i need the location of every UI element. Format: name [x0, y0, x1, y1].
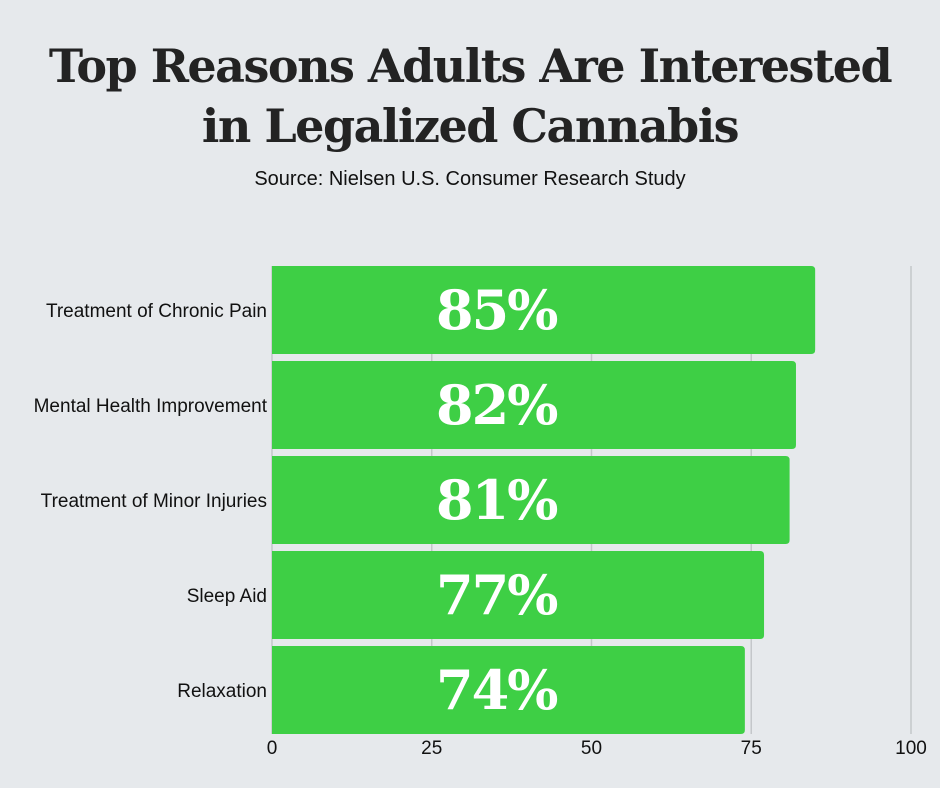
data-label-4: 77%: [436, 563, 557, 627]
data-label-1: 85%: [436, 278, 557, 342]
chart-title: Top Reasons Adults Are Interested in Leg…: [0, 36, 940, 156]
category-label-4: Sleep Aid: [187, 586, 267, 607]
x-tick-label-25: 25: [421, 738, 442, 759]
bar-2: [272, 361, 796, 449]
category-label-2: Mental Health Improvement: [34, 396, 268, 417]
chart-subtitle: Source: Nielsen U.S. Consumer Research S…: [254, 168, 686, 190]
bar-4: [272, 551, 765, 639]
category-label-3: Treatment of Minor Injuries: [41, 491, 267, 512]
data-label-3: 81%: [436, 468, 557, 532]
data-label-5: 74%: [436, 658, 557, 722]
x-axis-ticks: 0 25 50 75 100: [267, 738, 927, 759]
x-tick-label-0: 0: [267, 738, 278, 759]
data-label-2: 82%: [436, 373, 557, 437]
category-label-5: Relaxation: [177, 681, 267, 702]
category-label-1: Treatment of Chronic Pain: [46, 301, 267, 322]
chart-title-line-1: Top Reasons Adults Are Interested: [48, 39, 893, 93]
bar-3: [272, 456, 790, 544]
bar-5: [272, 646, 745, 734]
x-tick-label-100: 100: [895, 738, 927, 759]
data-labels: 85% 82% 81% 77% 74%: [436, 278, 559, 722]
chart-title-line-2: in Legalized Cannabis: [201, 99, 740, 153]
category-labels: Treatment of Chronic Pain Mental Health I…: [34, 301, 268, 702]
bar-1: [272, 266, 816, 354]
x-tick-label-50: 50: [581, 738, 602, 759]
x-tick-label-75: 75: [741, 738, 762, 759]
bars: [272, 266, 816, 734]
